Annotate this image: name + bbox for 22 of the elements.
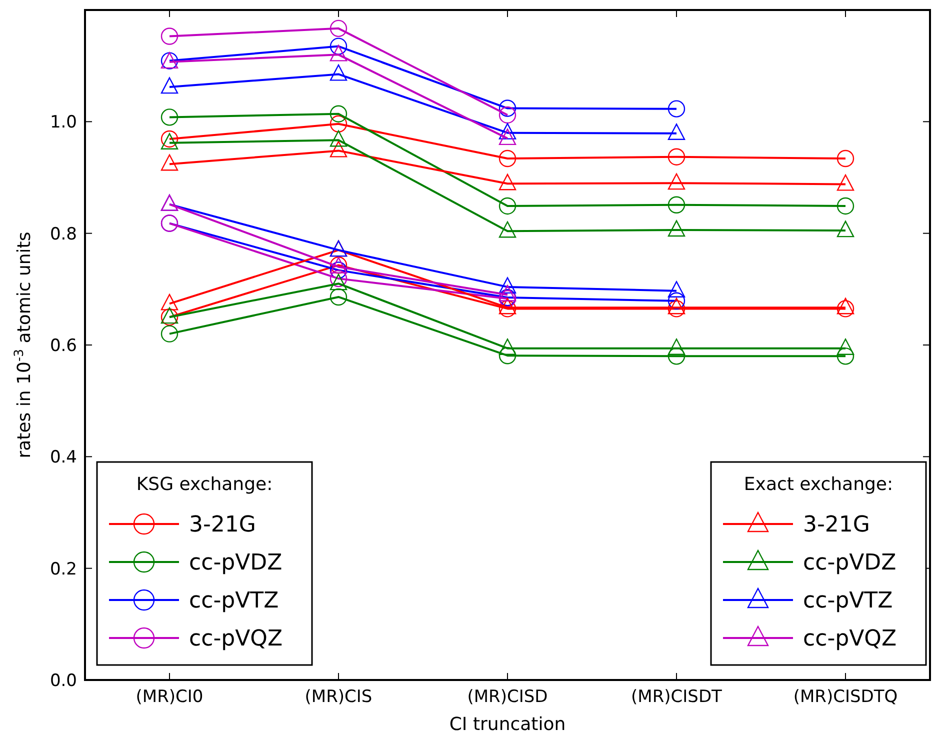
legend-label: cc-pVTZ: [189, 588, 279, 614]
legend-label: cc-pVDZ: [803, 550, 896, 576]
y-tick-label: 0.2: [50, 559, 77, 580]
x-tick-label: (MR)CISDT: [631, 687, 723, 707]
legend-label: cc-pVQZ: [189, 626, 283, 652]
legend-label: cc-pVDZ: [189, 550, 282, 576]
legend-label: 3-21G: [189, 512, 256, 538]
legend-label: 3-21G: [803, 512, 870, 538]
y-tick-label: 0.8: [50, 224, 77, 244]
y-tick-label: 1.0: [50, 112, 77, 133]
legend-label: cc-pVTZ: [803, 588, 893, 614]
x-axis-title: CI truncation: [449, 714, 566, 735]
legend-label: cc-pVQZ: [803, 626, 897, 652]
y-tick-label: 0.4: [50, 448, 77, 468]
annotation: KSG exchange:: [136, 474, 273, 495]
y-tick-label: 0.6: [50, 336, 77, 356]
x-tick-label: (MR)CISD: [467, 687, 548, 707]
x-tick-label: (MR)CISDTQ: [793, 687, 898, 707]
x-tick-label: (MR)CIS: [304, 687, 372, 707]
y-tick-label: 0.0: [50, 670, 77, 691]
x-tick-label: (MR)CI0: [136, 687, 204, 707]
annotation: Exact exchange:: [744, 474, 894, 495]
